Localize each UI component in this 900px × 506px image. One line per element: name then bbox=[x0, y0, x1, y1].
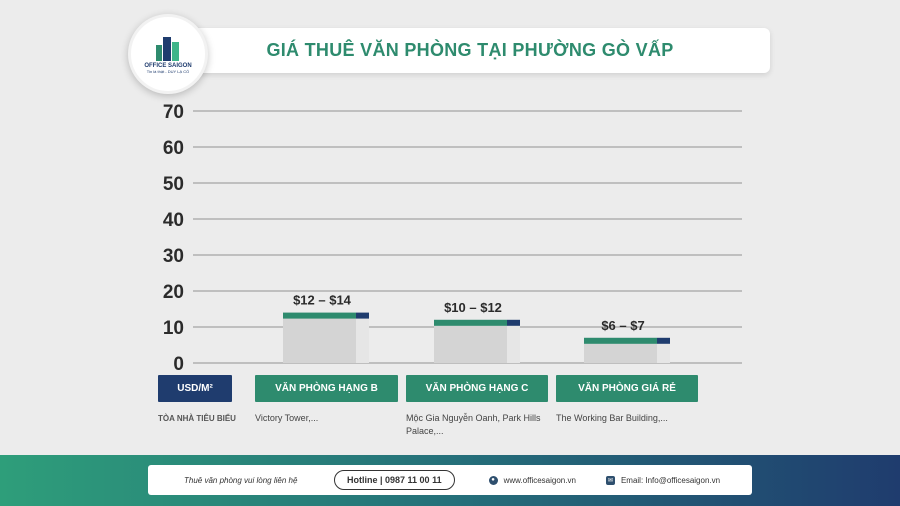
category-label-hang-b: VĂN PHÒNG HẠNG B bbox=[255, 375, 398, 402]
building-icon bbox=[156, 36, 179, 61]
y-tick-label-70: 70 bbox=[163, 102, 184, 123]
footer-contact-bar: Thuê văn phòng vui lòng liên hệ Hotline … bbox=[148, 465, 752, 495]
category-label-hang-c: VĂN PHÒNG HẠNG C bbox=[406, 375, 548, 402]
y-tick-label-0: 0 bbox=[173, 354, 184, 375]
logo-tagline: Tin là thật - DUY LẠ CÓ bbox=[146, 68, 190, 74]
y-tick-label-20: 20 bbox=[163, 282, 184, 303]
bar-base-1 bbox=[434, 319, 507, 363]
example-buildings-hang-b: Victory Tower,... bbox=[255, 413, 319, 423]
bar-range-side-2 bbox=[657, 337, 670, 344]
bar-value-label-2: $6 – $7 bbox=[601, 318, 644, 333]
contact-prompt: Thuê văn phòng vui lòng liên hệ bbox=[184, 475, 298, 485]
category-label-gia-re: VĂN PHÒNG GIÁ RẺ bbox=[556, 375, 698, 402]
bar-base-0 bbox=[283, 312, 356, 363]
chart-title-bar: GIÁ THUÊ VĂN PHÒNG TẠI PHƯỜNG GÒ VẤP bbox=[170, 28, 770, 73]
hotline-button[interactable]: Hotline | 0987 11 00 11 bbox=[334, 470, 455, 490]
y-tick-label-10: 10 bbox=[163, 318, 184, 339]
y-tick-label-30: 30 bbox=[163, 246, 184, 267]
website-link[interactable]: ● www.officesaigon.vn bbox=[488, 475, 576, 485]
email-link[interactable]: ✉ Email: Info@officesaigon.vn bbox=[605, 475, 721, 485]
bar-side-2 bbox=[657, 337, 670, 363]
bar-range-side-1 bbox=[507, 319, 520, 326]
mail-icon: ✉ bbox=[605, 475, 615, 485]
y-tick-label-40: 40 bbox=[163, 210, 184, 231]
y-tick-label-60: 60 bbox=[163, 138, 184, 159]
example-buildings-gia-re: The Working Bar Building,... bbox=[556, 413, 668, 423]
bar-range-top-1 bbox=[434, 319, 507, 326]
bar-side-1 bbox=[507, 319, 520, 363]
bar-range-top-2 bbox=[584, 337, 657, 344]
website-text: www.officesaigon.vn bbox=[503, 475, 576, 485]
globe-icon: ● bbox=[488, 475, 498, 485]
bar-side-0 bbox=[356, 312, 369, 363]
brand-logo: OFFICE SAIGON Tin là thật - DUY LẠ CÓ bbox=[128, 14, 208, 94]
chart-title: GIÁ THUÊ VĂN PHÒNG TẠI PHƯỜNG GÒ VẤP bbox=[266, 40, 674, 60]
bar-value-label-1: $10 – $12 bbox=[444, 300, 502, 315]
examples-row-label: TÒA NHÀ TIÊU BIỂU bbox=[158, 414, 236, 423]
bar-range-side-0 bbox=[356, 312, 369, 319]
logo-name: OFFICE SAIGON bbox=[144, 62, 192, 69]
y-tick-label-50: 50 bbox=[163, 174, 184, 195]
bar-value-label-0: $12 – $14 bbox=[293, 293, 352, 308]
email-text: Email: Info@officesaigon.vn bbox=[620, 475, 721, 485]
example-buildings-hang-c: Mộc Gia Nguyễn Oanh, Park Hills Palace,.… bbox=[406, 413, 541, 436]
bar-range-top-0 bbox=[283, 312, 356, 319]
y-unit-label: USD/M² bbox=[158, 375, 232, 402]
